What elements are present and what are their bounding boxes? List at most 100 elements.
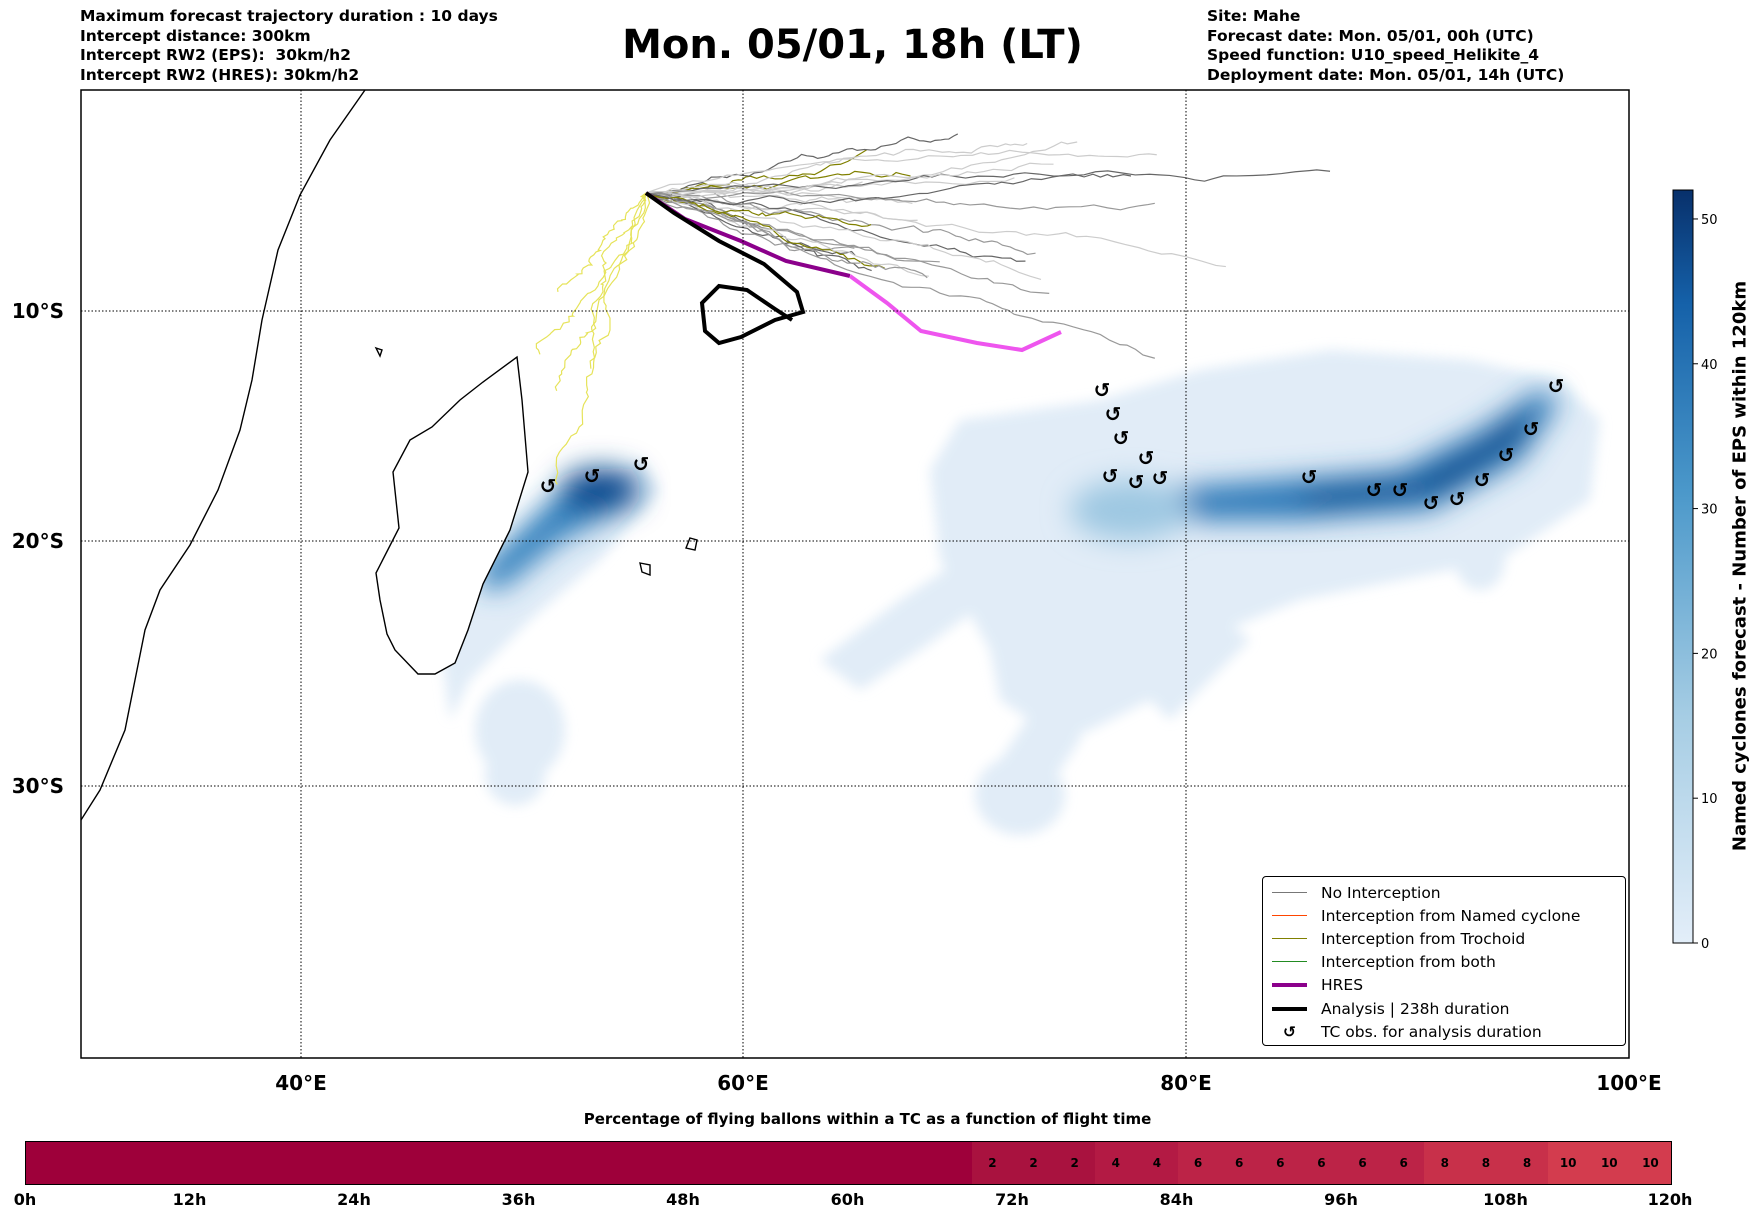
tc-marker-icon: ↺ [1102,464,1119,488]
flight-time-cell [519,1142,561,1184]
tc-marker-icon: ↺ [1498,443,1515,467]
trajectory-yellow [589,192,651,369]
flight-time-cell: 2 [1013,1142,1055,1184]
tc-marker-icon: ↺ [1128,470,1145,494]
tc-marker-icon: ↺ [1105,402,1122,426]
trajectory-yellow [554,192,647,392]
flight-time-cell: 10 [1547,1142,1589,1184]
flight-time-cell: 6 [1300,1142,1342,1184]
legend-item-both: Interception from both [1263,950,1496,973]
tc-marker-icon: ↺ [1113,426,1130,450]
forecast-date: Forecast date: Mon. 05/01, 00h (UTC) [1207,26,1534,45]
flight-time-cell [930,1142,972,1184]
legend-label: Interception from Named cyclone [1321,906,1581,925]
reunion [685,537,698,551]
trajectory-no-interception [645,192,855,251]
tc-marker-icon: ↺ [1138,446,1155,470]
legend-item-analysis: Analysis | 238h duration [1263,997,1510,1020]
flight-time-cell: 8 [1424,1142,1466,1184]
flight-time-cell [190,1142,232,1184]
flight-time-cell: 4 [1095,1142,1137,1184]
trajectory-no-interception [645,190,1226,268]
density-patch-east [930,350,1600,740]
flight-time-cell: 8 [1465,1142,1507,1184]
site-info: Site: Mahe Forecast date: Mon. 05/01, 00… [1207,7,1564,85]
tc-observations: ↺ ↺ ↺↺↺↺↺↺ ↺ ↺ ↺↺ ↺↺ ↺↺↺↺↺ [540,374,1565,515]
flight-time-cell [684,1142,726,1184]
cyclone-density-heatmap [440,350,1600,835]
flight-time-cell [478,1142,520,1184]
colorbar-label: Named cyclones forecast - Number of EPS … [1729,280,1751,852]
flight-time-cell [766,1142,808,1184]
flight-time-cell: 6 [1218,1142,1260,1184]
param-rw2-hres: Intercept RW2 (HRES): 30km/h2 [80,65,360,84]
lon-tick: 60°E [717,1071,769,1095]
madagascar [375,355,529,675]
tc-marker-icon: ↺ [1366,478,1383,502]
map-frame [80,89,1630,1059]
colorbar-tick-label: 30 [1701,503,1718,518]
param-distance: Intercept distance: 300km [80,26,311,45]
legend-item-no-interception: No Interception [1263,881,1441,904]
flight-time-cell: 10 [1629,1142,1671,1184]
trajectory-yellow [554,192,647,485]
trajectory-no-interception [645,169,1331,194]
flight-time-tick: 84h [1159,1190,1194,1209]
tc-marker-icon: ↺ [1474,468,1491,492]
flight-time-title: Percentage of flying ballons within a TC… [583,1110,1152,1128]
legend-swatch [1272,982,1307,987]
africa-coast [81,90,366,821]
flight-time-cell: 6 [1383,1142,1425,1184]
trajectory-no-interception [645,190,1155,211]
legend-label: TC obs. for analysis duration [1321,1022,1542,1041]
flight-time-cell [601,1142,643,1184]
mauritius [639,562,651,577]
trajectory-no-interception [645,192,1155,359]
flight-time-cell [725,1142,767,1184]
trajectories [535,133,1331,485]
flight-time-heatmap: 2 2 2 4 4 6 6 6 6 6 6 8 8 8 10 10 10 [25,1141,1672,1185]
lon-tick: 40°E [275,1071,327,1095]
coastlines [81,90,698,821]
tc-marker-icon: ↺ [1283,1022,1296,1041]
flight-time-cell: 4 [1136,1142,1178,1184]
flight-time-cell: 2 [1054,1142,1096,1184]
flight-time-cell [272,1142,314,1184]
analysis-track [644,191,806,346]
flight-time-cell: 10 [1588,1142,1630,1184]
lon-tick: 100°E [1596,1071,1661,1095]
flight-time-cell [807,1142,849,1184]
trajectory-no-interception [645,149,1157,194]
colorbar-tick-label: 10 [1701,792,1718,807]
trajectory-yellow [535,192,647,355]
trajectory-no-interception [645,133,959,197]
legend-swatch [1272,915,1307,916]
colorbar-tick-label: 50 [1701,213,1718,228]
comoros [374,346,383,358]
tc-marker-icon: ↺ [540,474,557,498]
legend-label: Interception from both [1321,952,1496,971]
site-name: Site: Mahe [1207,7,1301,25]
tc-marker-icon: ↺ [633,452,650,476]
density-patch-west [440,460,660,720]
trajectory-no-interception [645,192,1050,295]
flight-time-tick: 36h [501,1190,536,1209]
colorbar-tick-label: 40 [1701,358,1718,373]
gridlines [81,90,1629,1058]
flight-time-cell [560,1142,602,1184]
flight-time-tick: 24h [337,1190,371,1209]
trajectory-no-interception [645,191,1042,280]
flight-time-cell [67,1142,109,1184]
flight-time-cell [355,1142,397,1184]
tc-marker-icon: ↺ [584,464,601,488]
flight-time-cell [437,1142,479,1184]
legend-item-named-cyclone: Interception from Named cyclone [1263,904,1580,927]
flight-time-cell [396,1142,438,1184]
legend-swatch [1272,938,1307,939]
deployment-date: Deployment date: Mon. 05/01, 14h (UTC) [1207,65,1565,84]
param-rw2-eps: Intercept RW2 (EPS): 30km/h2 [80,46,351,64]
legend-label: Interception from Trochoid [1321,929,1526,948]
legend-item-hres: HRES [1263,973,1363,996]
run-parameters: Maximum forecast trajectory duration : 1… [80,7,498,85]
